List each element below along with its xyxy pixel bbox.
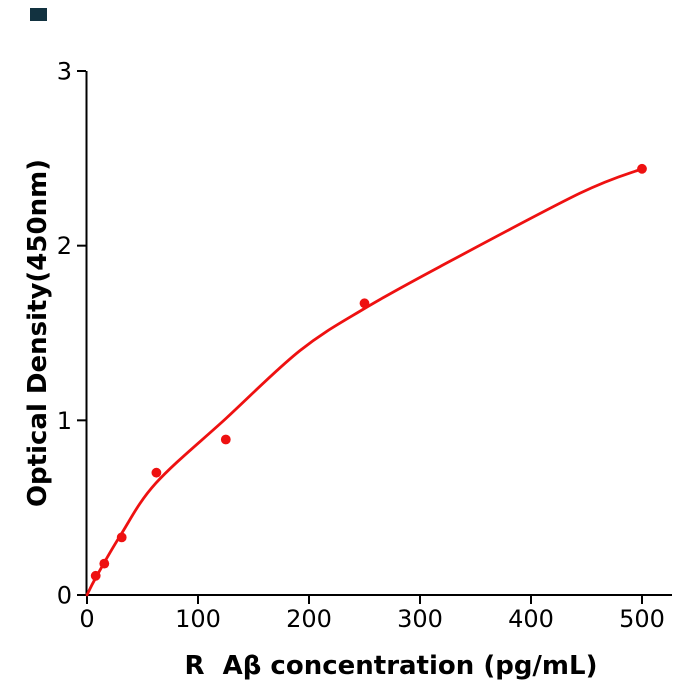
data-point-marker bbox=[90, 570, 101, 581]
y-tick-label: 1 bbox=[57, 407, 72, 435]
data-point-marker bbox=[359, 298, 370, 309]
x-tick-label: 500 bbox=[619, 605, 665, 633]
corner-mark bbox=[30, 8, 47, 21]
fitted-curve-line bbox=[85, 167, 644, 597]
x-tick-label: 200 bbox=[286, 605, 332, 633]
y-axis-ticks: 0 1 2 3 bbox=[57, 57, 86, 610]
x-tick-label: 300 bbox=[397, 605, 443, 633]
data-point-marker bbox=[99, 558, 110, 569]
y-axis-title: Optical Density(450nm) bbox=[23, 159, 53, 507]
data-point-marker bbox=[637, 163, 647, 174]
x-tick-label: 400 bbox=[508, 605, 554, 633]
data-point-marker bbox=[151, 467, 162, 478]
y-tick-label: 2 bbox=[57, 232, 72, 260]
axes-spines bbox=[85, 71, 672, 596]
y-tick-label: 3 bbox=[57, 57, 72, 85]
x-tick-label: 100 bbox=[175, 605, 221, 633]
x-tick-label: 0 bbox=[79, 605, 94, 633]
data-point-marker bbox=[116, 532, 127, 543]
y-tick-label: 0 bbox=[57, 582, 72, 610]
data-point-marker bbox=[220, 434, 231, 445]
x-axis-ticks: 0 100 200 300 400 500 bbox=[79, 595, 665, 633]
x-axis-title: R Aβ concentration (pg/mL) bbox=[185, 651, 598, 681]
data-points bbox=[90, 163, 647, 581]
